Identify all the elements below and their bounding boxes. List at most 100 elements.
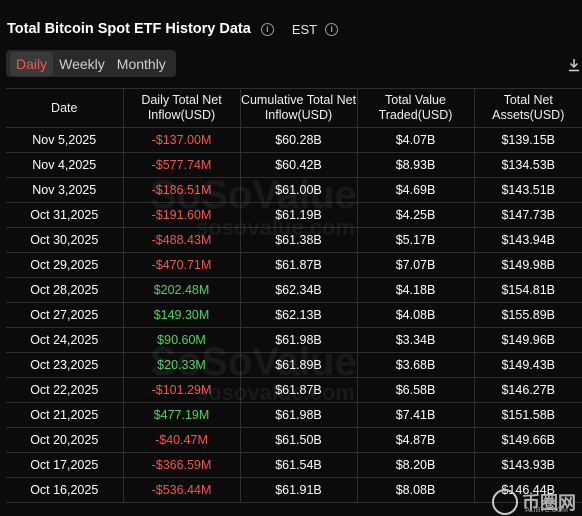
period-tabs: Daily Weekly Monthly [6,50,176,77]
cumulative-net-inflow-cell: $61.54B [239,452,357,478]
date-cell: Oct 20,2025 [6,427,123,453]
daily-net-inflow-cell: -$137.00M [122,127,240,153]
net-assets-cell: $143.51B [473,177,582,203]
history-table: Date Daily Total Net Inflow(USD) Cumulat… [6,88,582,503]
table-body: Nov 5,2025 -$137.00M $60.28B $4.07B $139.15B… [6,127,582,503]
value-traded-cell: $4.07B [356,127,474,153]
cumulative-net-inflow-cell: $61.91B [239,477,357,503]
table-row: Oct 29,2025 -$470.71M $61.87B $7.07B $149.98… [6,252,582,278]
table-row: Oct 31,2025 -$191.60M $61.19B $4.25B $147.73… [6,202,582,228]
timezone-label: EST [291,21,318,37]
daily-net-inflow-cell: -$186.51M [122,177,240,203]
net-assets-cell: $149.66B [473,427,582,453]
table-row: Nov 4,2025 -$577.74M $60.42B $8.93B $134.53B [6,152,582,178]
daily-net-inflow-cell: $20.33M [122,352,240,378]
header-net-assets[interactable]: Total Net Assets(USD) [473,88,582,128]
value-traded-cell: $8.93B [356,152,474,178]
cumulative-net-inflow-cell: $61.98B [239,327,357,353]
header-value-traded[interactable]: Total Value Traded(USD) [356,88,474,128]
net-assets-cell: $154.81B [473,277,582,303]
date-cell: Oct 24,2025 [6,327,123,353]
value-traded-cell: $3.34B [356,327,474,353]
net-assets-cell: $143.94B [473,227,582,253]
value-traded-cell: $8.08B [356,477,474,503]
value-traded-cell: $4.69B [356,177,474,203]
net-assets-cell: $146.27B [473,377,582,403]
cumulative-net-inflow-cell: $61.19B [239,202,357,228]
value-traded-cell: $6.58B [356,377,474,403]
value-traded-cell: $8.20B [356,452,474,478]
cumulative-net-inflow-cell: $61.98B [239,402,357,428]
net-assets-cell: $146.44B [473,477,582,503]
date-cell: Oct 27,2025 [6,302,123,328]
badge-subtext: ALIBTC.COM [525,507,568,514]
daily-net-inflow-cell: -$488.43M [122,227,240,253]
value-traded-cell: $4.18B [356,277,474,303]
net-assets-cell: $134.53B [473,152,582,178]
daily-net-inflow-cell: $477.19M [122,402,240,428]
date-cell: Nov 3,2025 [6,177,123,203]
tab-weekly[interactable]: Weekly [59,55,105,72]
date-cell: Oct 23,2025 [6,352,123,378]
net-assets-cell: $155.89B [473,302,582,328]
date-cell: Nov 5,2025 [6,127,123,153]
header-date[interactable]: Date [6,88,123,128]
table-row: Oct 20,2025 -$40.47M $61.50B $4.87B $149.66B [6,427,582,453]
page-title: Total Bitcoin Spot ETF History Data [7,21,251,37]
daily-net-inflow-cell: -$191.60M [122,202,240,228]
table-row: Oct 27,2025 $149.30M $62.13B $4.08B $155.89B [6,302,582,328]
cumulative-net-inflow-cell: $62.13B [239,302,357,328]
date-cell: Oct 16,2025 [6,477,123,503]
date-cell: Oct 21,2025 [6,402,123,428]
tab-monthly[interactable]: Monthly [116,55,166,72]
cumulative-net-inflow-cell: $61.38B [239,227,357,253]
date-cell: Oct 28,2025 [6,277,123,303]
header-daily-net-inflow[interactable]: Daily Total Net Inflow(USD) [122,88,240,128]
net-assets-cell: $139.15B [473,127,582,153]
value-traded-cell: $7.41B [356,402,474,428]
date-cell: Oct 22,2025 [6,377,123,403]
date-cell: Oct 17,2025 [6,452,123,478]
value-traded-cell: $7.07B [356,252,474,278]
daily-net-inflow-cell: -$536.44M [122,477,240,503]
table-row: Nov 3,2025 -$186.51M $61.00B $4.69B $143.51B [6,177,582,203]
net-assets-cell: $149.96B [473,327,582,353]
table-row: Oct 22,2025 -$101.29M $61.87B $6.58B $146.27… [6,377,582,403]
daily-net-inflow-cell: $149.30M [122,302,240,328]
cumulative-net-inflow-cell: $62.34B [239,277,357,303]
corner-badge: 币圈网 [474,488,582,516]
net-assets-cell: $147.73B [473,202,582,228]
net-assets-cell: $151.58B [473,402,582,428]
daily-net-inflow-cell: -$470.71M [122,252,240,278]
table-row: Oct 23,2025 $20.33M $61.89B $3.68B $149.43B [6,352,582,378]
daily-net-inflow-cell: -$101.29M [122,377,240,403]
date-cell: Nov 4,2025 [6,152,123,178]
date-cell: Oct 30,2025 [6,227,123,253]
table-row: Oct 30,2025 -$488.43M $61.38B $5.17B $143.94… [6,227,582,253]
history-table-container: Date Daily Total Net Inflow(USD) Cumulat… [6,88,582,503]
download-icon[interactable] [568,58,580,72]
table-header-row: Date Daily Total Net Inflow(USD) Cumulat… [6,88,582,128]
tab-daily[interactable]: Daily [10,51,54,76]
table-row: Oct 16,2025 -$536.44M $61.91B $8.08B $146.44… [6,477,582,503]
daily-net-inflow-cell: $202.48M [122,277,240,303]
title-bar: Total Bitcoin Spot ETF History Data i ES… [7,18,339,40]
cumulative-net-inflow-cell: $61.87B [239,377,357,403]
table-row: Oct 24,2025 $90.60M $61.98B $3.34B $149.96B [6,327,582,353]
cumulative-net-inflow-cell: $60.42B [239,152,357,178]
info-icon[interactable]: i [260,22,274,36]
value-traded-cell: $3.68B [356,352,474,378]
daily-net-inflow-cell: -$40.47M [122,427,240,453]
date-cell: Oct 31,2025 [6,202,123,228]
cumulative-net-inflow-cell: $61.87B [239,252,357,278]
daily-net-inflow-cell: -$366.59M [122,452,240,478]
value-traded-cell: $4.25B [356,202,474,228]
value-traded-cell: $4.87B [356,427,474,453]
timezone-info-icon[interactable]: i [325,22,339,36]
table-row: Oct 28,2025 $202.48M $62.34B $4.18B $154.81B [6,277,582,303]
date-cell: Oct 29,2025 [6,252,123,278]
table-row: Oct 21,2025 $477.19M $61.98B $7.41B $151.58B [6,402,582,428]
header-cumulative-net-inflow[interactable]: Cumulative Total Net Inflow(USD) [239,88,357,128]
net-assets-cell: $149.43B [473,352,582,378]
